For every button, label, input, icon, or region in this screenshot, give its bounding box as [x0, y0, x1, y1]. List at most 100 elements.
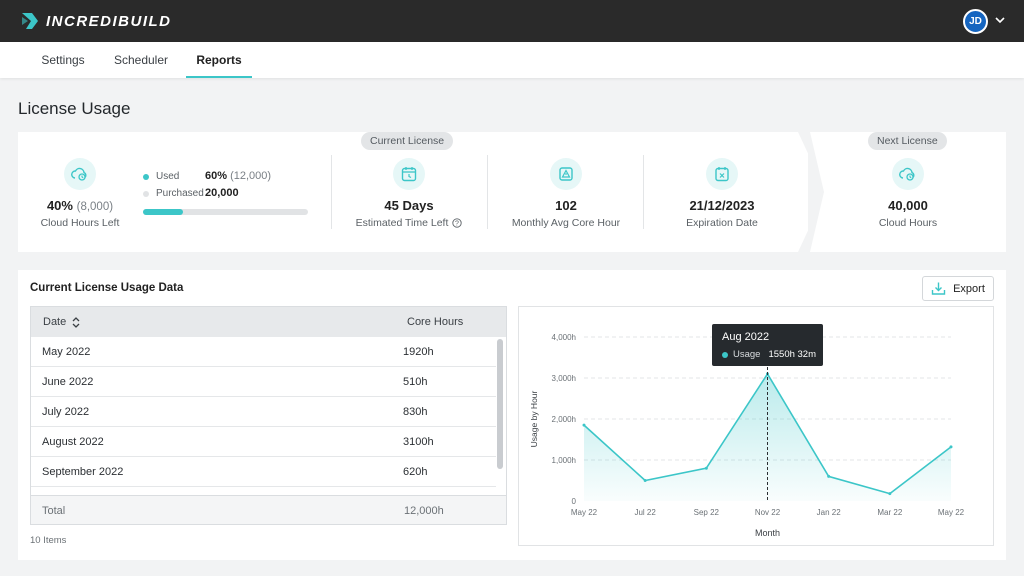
brand-name: INCREDIBUILD [46, 12, 172, 30]
y-tick-label: 4,000h [552, 333, 576, 342]
cloud-hours-left-sub: (8,000) [76, 201, 114, 213]
tab-bar: Settings Scheduler Reports [0, 42, 1024, 78]
estimated-time-value: 45 Days [384, 198, 434, 213]
next-license-stat: 40,000 Cloud Hours [858, 158, 958, 229]
core-hours-column-header: Core Hours [407, 316, 464, 328]
tab-reports[interactable]: Reports [186, 42, 252, 78]
next-license-label: Cloud Hours [878, 217, 938, 229]
data-point [888, 492, 892, 496]
y-tick-label: 2,000h [552, 415, 576, 424]
calendar-x-icon [706, 158, 738, 190]
divider [331, 155, 332, 229]
current-license-card [18, 132, 808, 252]
y-tick-label: 3,000h [552, 374, 576, 383]
x-tick-label: May 22 [938, 508, 965, 517]
row-hours: 3100h [403, 436, 434, 448]
sort-icon[interactable] [72, 316, 80, 328]
x-tick-label: May 22 [571, 508, 598, 517]
divider [643, 155, 644, 229]
cloud-hours-left-label: Cloud Hours Left [40, 217, 120, 229]
usage-table: Date Core Hours May 2022 1920h June 2022… [30, 306, 507, 525]
table-row[interactable]: May 2022 1920h [31, 337, 496, 367]
table-scrollbar[interactable] [497, 339, 503, 469]
calendar-clock-icon [393, 158, 425, 190]
chevron-down-icon[interactable] [995, 15, 1005, 25]
cloud-clock-icon [892, 158, 924, 190]
next-license-card [810, 132, 1006, 252]
row-date: August 2022 [42, 436, 104, 448]
top-bar: INCREDIBUILD JD [0, 0, 1024, 42]
chart-tooltip: Aug 2022 Usage 1550h 32m [712, 324, 823, 366]
row-date: September 2022 [42, 466, 124, 478]
monthly-avg-stat: 102 Monthly Avg Core Hour [500, 158, 632, 229]
table-row[interactable]: July 2022 830h [31, 397, 496, 427]
tooltip-value: 1550h 32m [768, 349, 817, 360]
info-icon[interactable]: ? [452, 218, 463, 228]
items-count: 10 Items [30, 535, 67, 546]
cloud-clock-icon [64, 158, 96, 190]
row-hours: 620h [403, 466, 428, 478]
svg-text:?: ? [455, 221, 459, 228]
y-tick-label: 0 [572, 497, 577, 506]
brand-logo-icon [22, 13, 38, 29]
purchased-value: 20,000 [205, 187, 239, 199]
expiration-stat: 21/12/2023 Expiration Date [660, 158, 784, 229]
data-point [704, 466, 708, 470]
table-footer: Total 12,000h [31, 495, 506, 524]
next-license-pill: Next License [868, 132, 947, 150]
used-label: Used [156, 171, 180, 182]
purchased-label: Purchased [156, 188, 204, 199]
next-license-value: 40,000 [888, 198, 928, 213]
user-avatar[interactable]: JD [963, 9, 988, 34]
row-hours: 510h [403, 376, 428, 388]
row-hours: 830h [403, 406, 428, 418]
estimated-time-stat: 45 Days Estimated Time Left ? [345, 158, 473, 229]
used-value: 60% (12,000) [205, 170, 272, 182]
monthly-avg-label: Monthly Avg Core Hour [511, 217, 621, 229]
data-point [827, 474, 831, 478]
used-dot [143, 173, 149, 180]
tooltip-label: Usage [733, 349, 761, 360]
total-label: Total [42, 505, 66, 517]
tooltip-title: Aug 2022 [722, 331, 770, 343]
divider [487, 155, 488, 229]
row-date: June 2022 [42, 376, 94, 388]
purchased-dot [143, 190, 149, 197]
usage-data-title: Current License Usage Data [30, 282, 184, 294]
export-label: Export [953, 282, 985, 295]
cpu-warning-icon [550, 158, 582, 190]
table-row[interactable]: September 2022 620h [31, 457, 496, 487]
table-row[interactable]: June 2022 510h [31, 367, 496, 397]
tab-scheduler[interactable]: Scheduler [113, 53, 169, 67]
row-hours: 1920h [403, 346, 434, 358]
y-tick-label: 1,000h [552, 456, 576, 465]
usage-progress-bar [143, 209, 308, 215]
y-axis-label: Usage by Hour [529, 390, 539, 447]
x-axis-label: Month [755, 528, 780, 538]
date-column-header[interactable]: Date [43, 316, 80, 328]
usage-progress-fill [143, 209, 183, 215]
export-button[interactable]: Export [922, 276, 994, 301]
monthly-avg-value: 102 [555, 198, 577, 213]
x-tick-label: Jul 22 [634, 508, 656, 517]
cloud-hours-left-stat: 40% (8,000) Cloud Hours Left [30, 158, 130, 229]
x-tick-label: Nov 22 [755, 508, 781, 517]
total-value: 12,000h [404, 505, 444, 517]
current-license-pill: Current License [361, 132, 454, 150]
download-icon [931, 282, 946, 295]
table-row[interactable]: August 2022 3100h [31, 427, 496, 457]
expiration-value: 21/12/2023 [689, 198, 755, 213]
row-date: May 2022 [42, 346, 91, 358]
expiration-label: Expiration Date [686, 217, 758, 229]
data-point [949, 445, 953, 449]
page-title: License Usage [18, 99, 131, 118]
estimated-time-label: Estimated Time Left [355, 217, 449, 229]
brand-logo[interactable]: INCREDIBUILD [20, 10, 172, 32]
data-point [643, 479, 647, 482]
data-point [582, 423, 586, 427]
tooltip-dot [722, 351, 728, 358]
x-tick-label: Sep 22 [694, 508, 720, 517]
x-tick-label: Jan 22 [817, 508, 842, 517]
tab-settings[interactable]: Settings [41, 53, 85, 67]
row-date: July 2022 [42, 406, 90, 418]
